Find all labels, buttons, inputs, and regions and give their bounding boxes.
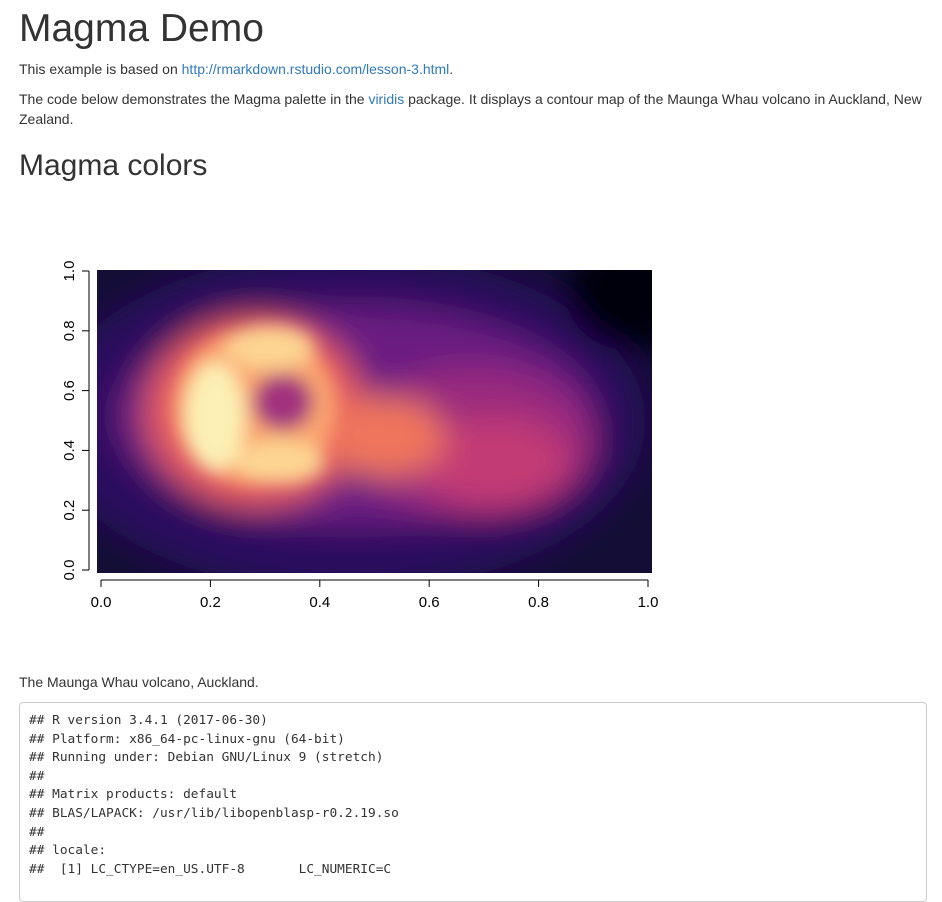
y-axis: 0.0 0.2 0.4 0.6 0.8 1.0 <box>61 261 90 581</box>
volcano-heatmap: 0.0 0.2 0.4 0.6 0.8 1.0 0.0 0.2 0.4 0.6 0.8 1.0 <box>61 261 659 611</box>
x-tick-label: 0.0 <box>91 594 112 611</box>
code-line: ## <box>29 824 45 840</box>
intro-suffix: . <box>449 61 454 77</box>
heatmap-region-corner <box>565 270 652 352</box>
code-line: ## Running under: Debian GNU/Linux 9 (st… <box>29 750 384 766</box>
heatmap-image <box>97 270 652 573</box>
volcano-plot: 0.0 0.2 0.4 0.6 0.8 1.0 0.0 0.2 0.4 0.6 0.8 1.0 <box>55 252 675 618</box>
y-tick-label: 0.6 <box>61 380 78 401</box>
heatmap-summit-layer <box>173 325 337 485</box>
code-line: ## R version 3.4.1 (2017-06-30) <box>29 713 268 728</box>
section-heading: Magma colors <box>19 149 208 182</box>
description-prefix: The code below demonstrates the Magma pa… <box>19 91 369 107</box>
intro-paragraph: This example is based on http://rmarkdow… <box>19 59 924 79</box>
code-line: ## [1] LC_CTYPE=en_US.UTF-8 LC_NUMERIC=C <box>29 861 392 877</box>
heatmap-region-ridge <box>325 397 445 477</box>
code-line: ## BLAS/LAPACK: /usr/lib/libopenblasp-r0… <box>29 805 399 821</box>
x-axis: 0.0 0.2 0.4 0.6 0.8 1.0 <box>91 579 659 611</box>
lesson-link[interactable]: http://rmarkdown.rstudio.com/lesson-3.ht… <box>181 61 450 77</box>
code-line: ## <box>29 768 45 784</box>
viridis-link[interactable]: viridis <box>368 91 405 107</box>
page: Magma Demo This example is based on http… <box>19 7 927 902</box>
y-tick-label: 0.0 <box>61 560 78 581</box>
heatmap-crater <box>253 374 313 430</box>
code-line: ## Platform: x86_64-pc-linux-gnu (64-bit… <box>29 731 345 747</box>
y-tick-label: 1.0 <box>61 261 78 282</box>
heatmap-region-pink <box>420 417 570 507</box>
heatmap-summit-west <box>185 362 245 472</box>
x-tick-label: 1.0 <box>638 594 659 611</box>
session-info-code-block: ## R version 3.4.1 (2017-06-30) ## Platfo… <box>19 702 927 902</box>
plot-caption: The Maunga Whau volcano, Auckland. <box>19 674 259 690</box>
heatmap-summit-north <box>225 325 315 369</box>
code-line: ## locale: <box>29 843 107 859</box>
heatmap-summit-south <box>235 440 325 484</box>
y-tick-label: 0.2 <box>61 500 78 521</box>
x-tick-label: 0.4 <box>309 594 330 611</box>
description-paragraph: The code below demonstrates the Magma pa… <box>19 89 924 129</box>
y-tick-label: 0.8 <box>61 320 78 341</box>
x-tick-label: 0.2 <box>200 594 221 611</box>
description-suffix: package. It displays a contour map of th… <box>19 91 922 127</box>
code-line: ## Matrix products: default <box>29 787 238 803</box>
page-title: Magma Demo <box>19 7 264 50</box>
x-tick-label: 0.6 <box>419 594 440 611</box>
x-tick-label: 0.8 <box>528 594 549 611</box>
y-tick-label: 0.4 <box>61 440 78 461</box>
intro-prefix: This example is based on <box>19 61 182 77</box>
